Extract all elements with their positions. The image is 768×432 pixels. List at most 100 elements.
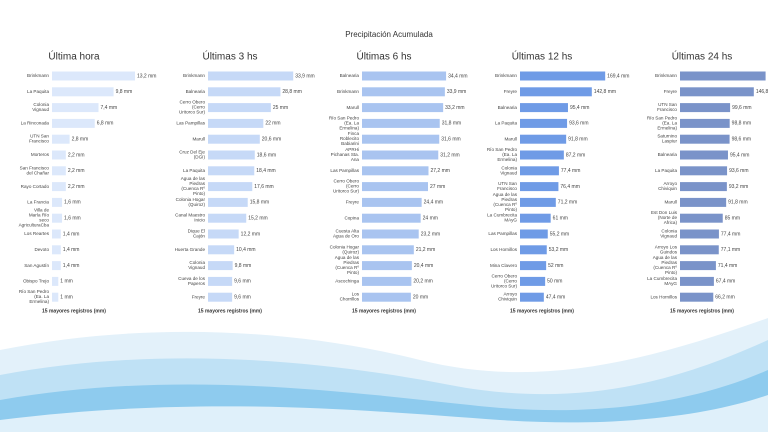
- value-label: 27 mm: [430, 184, 445, 190]
- bar: [362, 213, 421, 223]
- value-label: 91,8 mm: [568, 137, 587, 143]
- value-label: 28,8 mm: [282, 89, 301, 95]
- bar: [362, 103, 444, 113]
- category-label: Freyre: [664, 89, 678, 94]
- category-label: Agua de las Piedras (Cuenca Rº Pinto): [181, 176, 206, 196]
- value-label: 1,6 mm: [64, 200, 81, 206]
- bar: [208, 197, 248, 207]
- category-label: Los Hornillos: [650, 294, 677, 299]
- panel-title: Últimas 24 hs: [672, 50, 733, 63]
- bar: [52, 103, 99, 113]
- bar: [520, 87, 592, 97]
- value-label: 67,4 mm: [716, 279, 735, 285]
- category-label: Cruz Del Eje (DGI): [179, 150, 205, 160]
- bar: [208, 150, 255, 160]
- category-label: Colonia Hogar (Quiroz): [176, 197, 206, 207]
- bar: [52, 150, 66, 160]
- value-label: 23,2 mm: [421, 231, 440, 237]
- category-label: Canal Maestro Inicio: [175, 213, 205, 223]
- category-label: Brinkmann: [27, 73, 49, 78]
- category-label: La Paquita: [27, 89, 49, 94]
- value-label: 17,6 mm: [254, 184, 273, 190]
- category-label: Brinkmann: [495, 73, 517, 78]
- bar: [362, 118, 440, 128]
- category-label: Las Pampillas: [330, 168, 359, 173]
- value-label: 2,8 mm: [72, 137, 89, 143]
- value-label: 77,4 mm: [721, 231, 740, 237]
- bar: [680, 197, 727, 207]
- value-label: 47,4 mm: [546, 295, 565, 301]
- value-label: 2,2 mm: [68, 184, 85, 190]
- bar: [680, 134, 730, 144]
- category-label: Copina: [344, 215, 359, 220]
- category-label: La Paquita: [495, 121, 517, 126]
- category-label: Colonia Hogar (Quiroz): [330, 245, 360, 255]
- bar: [520, 229, 548, 239]
- bar: [208, 292, 233, 302]
- bar: [680, 182, 727, 192]
- value-label: 169,4 mm: [607, 73, 629, 79]
- bar: [208, 261, 233, 271]
- category-label: Agua de las Piedras (Cuenca Rº Pinto): [335, 255, 360, 275]
- category-label: Saturnino Laspiur: [657, 134, 677, 144]
- x-axis-label: 15 mayores registros (mm): [670, 308, 734, 314]
- category-label: Freyre: [346, 200, 360, 205]
- bar: [520, 213, 551, 223]
- category-label: La Paquita: [655, 168, 677, 173]
- category-label: Cuesta Alta Agua de Oro: [333, 229, 360, 239]
- main-title: Precipitación Acumulada: [345, 30, 433, 39]
- category-label: Freyre: [192, 294, 206, 299]
- value-label: 77,4 mm: [561, 168, 580, 174]
- bar: [680, 213, 723, 223]
- category-label: Colonia Vignaud: [660, 229, 677, 239]
- category-label: Marull: [192, 136, 205, 141]
- bar: [208, 134, 260, 144]
- value-label: 95,4 mm: [730, 152, 749, 158]
- value-label: 66,2 mm: [715, 295, 734, 301]
- bar: [520, 71, 606, 81]
- bar: [520, 292, 544, 302]
- bar: [680, 276, 714, 286]
- bar: [52, 245, 61, 255]
- value-label: 53,2 mm: [549, 247, 568, 253]
- value-label: 98,6 mm: [732, 137, 751, 143]
- bar: [520, 276, 546, 286]
- category-label: Brinkmann: [655, 73, 677, 78]
- category-label: Marull: [504, 136, 517, 141]
- bar: [52, 134, 70, 144]
- category-label: Brinkmann: [337, 89, 359, 94]
- category-label: Cerro Obero (Cerro Uritorco Sur): [491, 274, 518, 289]
- value-label: 71,2 mm: [558, 200, 577, 206]
- category-label: La Cumbrecita MAyG: [487, 213, 517, 223]
- category-label: Arroyo Los Guindos: [655, 245, 678, 255]
- value-label: 55,2 mm: [550, 231, 569, 237]
- value-label: 98,8 mm: [732, 121, 751, 127]
- category-label: Obispo Trejo: [23, 279, 49, 284]
- bar: [208, 213, 247, 223]
- panel-title: Últimas 12 hs: [512, 50, 573, 63]
- bar: [362, 261, 412, 271]
- bar: [208, 276, 233, 286]
- bar: [52, 71, 135, 81]
- category-label: Colonia Vignaud: [500, 166, 517, 176]
- bar: [362, 134, 440, 144]
- x-axis-label: 15 mayores registros (mm): [42, 308, 106, 314]
- value-label: 15,2 mm: [248, 216, 267, 222]
- value-label: 18,6 mm: [257, 152, 276, 158]
- category-label: Cueva de los Paperos: [178, 276, 206, 286]
- bar: [520, 134, 567, 144]
- category-label: Marull: [664, 200, 677, 205]
- value-label: 71,4 mm: [718, 263, 737, 269]
- value-label: 91,8 mm: [728, 200, 747, 206]
- bar: [680, 87, 754, 97]
- value-label: 2,2 mm: [68, 168, 85, 174]
- category-label: UTN San Francisco: [497, 181, 517, 191]
- value-label: 13,2 mm: [137, 73, 156, 79]
- category-label: Río San Pedro (Ea. La Ermelina): [329, 116, 360, 131]
- bar: [520, 103, 568, 113]
- category-label: Río San Pedro (Ea. La Ermelina): [647, 116, 678, 131]
- bar: [362, 166, 429, 176]
- category-label: Agua de las Piedras (Cuenca Rº Pinto): [653, 255, 678, 275]
- bar: [680, 261, 716, 271]
